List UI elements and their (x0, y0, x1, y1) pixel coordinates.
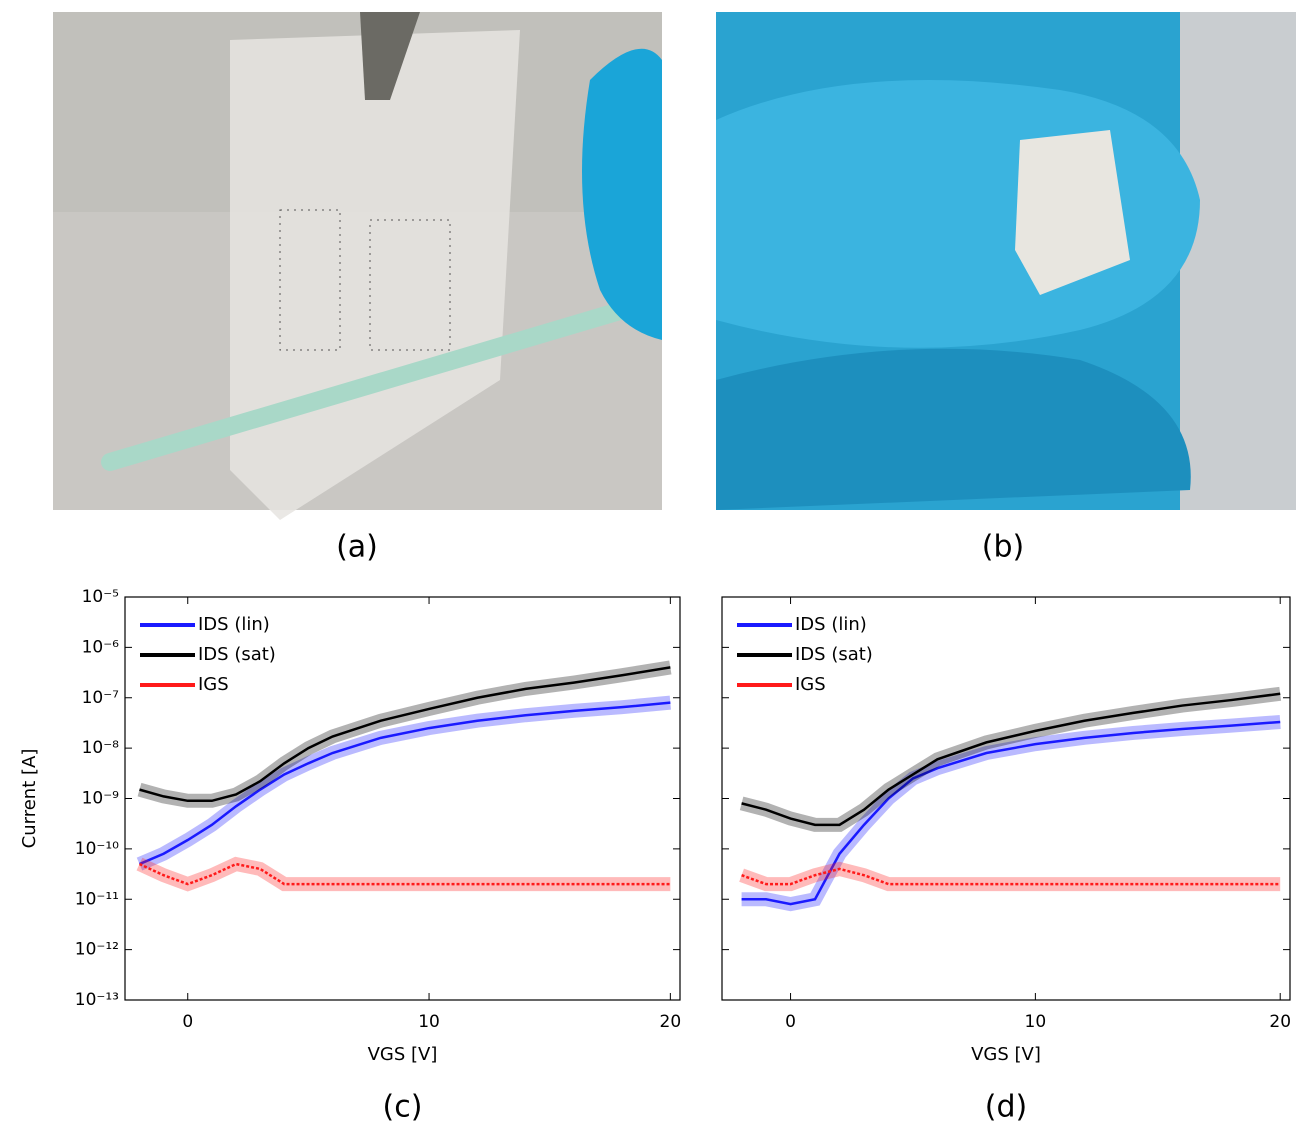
series-band (136, 695, 672, 871)
legend-label: IDS (sat) (795, 644, 873, 665)
legend-label: IDS (lin) (795, 614, 867, 635)
x-tick-label: 0 (785, 1012, 796, 1032)
photo-caption: (a) (336, 530, 378, 565)
y-tick-label: 10⁻⁹ (82, 789, 120, 809)
y-tick-label: 10⁻¹² (75, 940, 119, 960)
y-tick-label: 10⁻¹³ (75, 990, 119, 1010)
y-tick-label: 10⁻⁸ (82, 738, 120, 758)
series-line (139, 666, 671, 803)
x-tick-label: 10 (418, 1012, 440, 1032)
chart-caption: (c) (383, 1090, 423, 1125)
y-tick-label: 10⁻⁵ (82, 587, 119, 607)
y-tick-label: 10⁻⁷ (82, 688, 120, 708)
series-band (136, 856, 671, 892)
series-line (138, 701, 671, 866)
chart-caption: (d) (985, 1090, 1027, 1125)
y-axis-label: Current [A] (19, 749, 40, 849)
x-axis-label: VGS [V] (971, 1044, 1041, 1065)
x-tick-label: 20 (660, 1012, 682, 1032)
legend-label: IDS (sat) (198, 644, 276, 665)
series-line (741, 720, 1281, 906)
photo-caption: (b) (982, 530, 1024, 565)
y-tick-label: 10⁻⁶ (82, 637, 120, 657)
photo-a (53, 12, 662, 520)
legend-label: IGS (198, 674, 229, 695)
series-line (741, 692, 1281, 827)
series-line (138, 862, 671, 886)
series-band (739, 686, 1282, 832)
y-tick-label: 10⁻¹⁰ (75, 839, 119, 859)
x-tick-label: 10 (1025, 1012, 1047, 1032)
legend-label: IGS (795, 674, 826, 695)
y-tick-label: 10⁻¹¹ (75, 889, 119, 909)
x-axis-label: VGS [V] (368, 1044, 438, 1065)
x-tick-label: 0 (182, 1012, 193, 1032)
x-tick-label: 20 (1269, 1012, 1291, 1032)
legend-label: IDS (lin) (198, 614, 270, 635)
photo-b (716, 12, 1296, 510)
series-line (741, 867, 1281, 886)
